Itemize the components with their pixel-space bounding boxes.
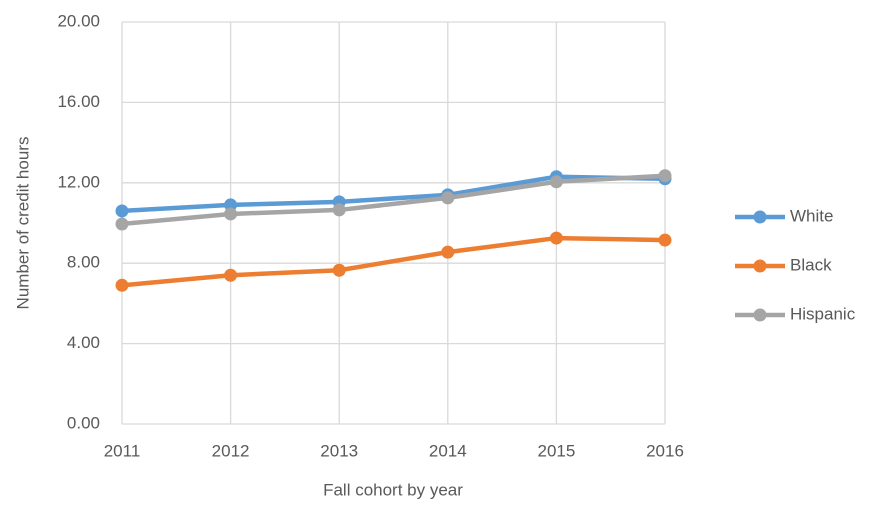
point — [549, 231, 563, 245]
series-line — [121, 235, 666, 288]
point — [658, 233, 672, 247]
point — [224, 207, 238, 221]
x-axis-title: Fall cohort by year — [323, 480, 463, 499]
y-tick-label: 0.00 — [67, 413, 100, 432]
x-tick-label: 2014 — [429, 441, 467, 460]
point — [115, 204, 129, 218]
series-line — [121, 174, 666, 214]
x-tick-label: 2016 — [646, 441, 684, 460]
legend-label: Black — [790, 255, 832, 274]
point — [332, 203, 346, 217]
legend-marker — [753, 308, 767, 322]
point — [115, 278, 129, 292]
point — [549, 175, 563, 189]
legend-marker — [753, 210, 767, 224]
y-tick-label: 20.00 — [57, 11, 100, 30]
x-tick-label: 2011 — [104, 441, 141, 460]
point — [224, 198, 238, 212]
x-tick-label: 2015 — [537, 441, 575, 460]
point — [332, 263, 346, 277]
x-tick-label: 2013 — [320, 441, 358, 460]
series-line — [121, 173, 666, 227]
legend-label: Hispanic — [790, 304, 856, 323]
y-tick-label: 12.00 — [57, 172, 100, 191]
point — [441, 245, 455, 259]
legend-label: White — [790, 206, 833, 225]
point — [224, 268, 238, 282]
y-tick-label: 8.00 — [67, 253, 100, 272]
point — [115, 217, 129, 231]
y-axis-title: Number of credit hours — [13, 137, 32, 310]
y-tick-label: 4.00 — [67, 333, 100, 352]
x-tick-label: 2012 — [212, 441, 250, 460]
point — [658, 169, 672, 183]
y-tick-label: 16.00 — [57, 92, 100, 111]
point — [441, 191, 455, 205]
legend-marker — [753, 259, 767, 273]
